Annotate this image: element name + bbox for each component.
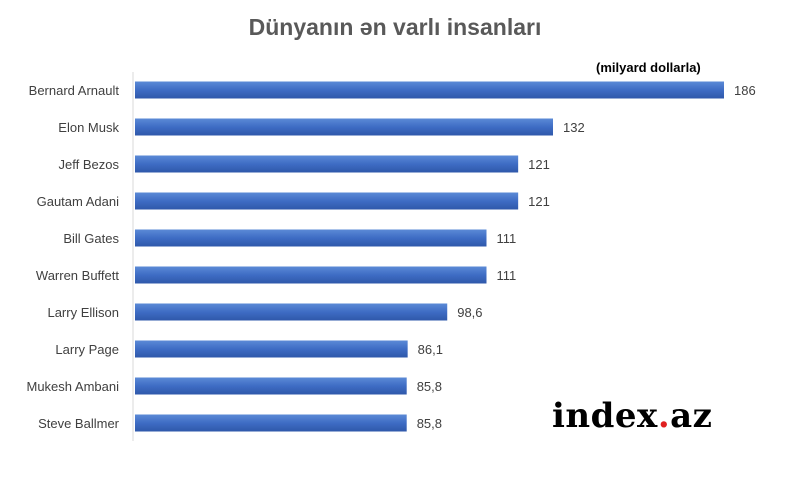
value-label: 85,8 — [417, 379, 442, 394]
value-label: 121 — [528, 194, 550, 209]
value-label: 85,8 — [417, 416, 442, 431]
value-label: 186 — [734, 83, 756, 98]
category-label: Elon Musk — [58, 120, 119, 135]
value-label: 86,1 — [418, 342, 443, 357]
category-label: Larry Page — [55, 342, 119, 357]
bar — [135, 192, 519, 210]
category-label: Bill Gates — [63, 231, 119, 246]
category-label: Gautam Adani — [37, 194, 119, 209]
chart-title: Dünyanın ən varlı insanları — [248, 14, 542, 40]
bar — [135, 81, 724, 99]
bar — [135, 377, 407, 395]
category-label: Warren Buffett — [36, 268, 119, 283]
bar — [135, 229, 487, 247]
bar — [135, 414, 407, 432]
category-label: Jeff Bezos — [59, 157, 120, 172]
value-label: 111 — [497, 268, 517, 283]
bar — [135, 340, 408, 358]
value-label: 111 — [497, 231, 517, 246]
category-label: Larry Ellison — [47, 305, 119, 320]
index-az-logo: index.az — [552, 396, 713, 436]
value-label: 98,6 — [457, 305, 482, 320]
value-label: 121 — [528, 157, 550, 172]
bar — [135, 118, 553, 136]
bar — [135, 303, 448, 321]
bar — [135, 266, 487, 284]
bars-group: Bernard Arnault 186 Elon Musk 132 Jeff Bezos… — [27, 81, 756, 432]
category-label: Bernard Arnault — [29, 83, 120, 98]
bar — [135, 155, 519, 173]
unit-note: (milyard dollarla) — [596, 60, 701, 75]
value-label: 132 — [563, 120, 585, 135]
category-label: Steve Ballmer — [38, 416, 120, 431]
category-label: Mukesh Ambani — [27, 379, 120, 394]
